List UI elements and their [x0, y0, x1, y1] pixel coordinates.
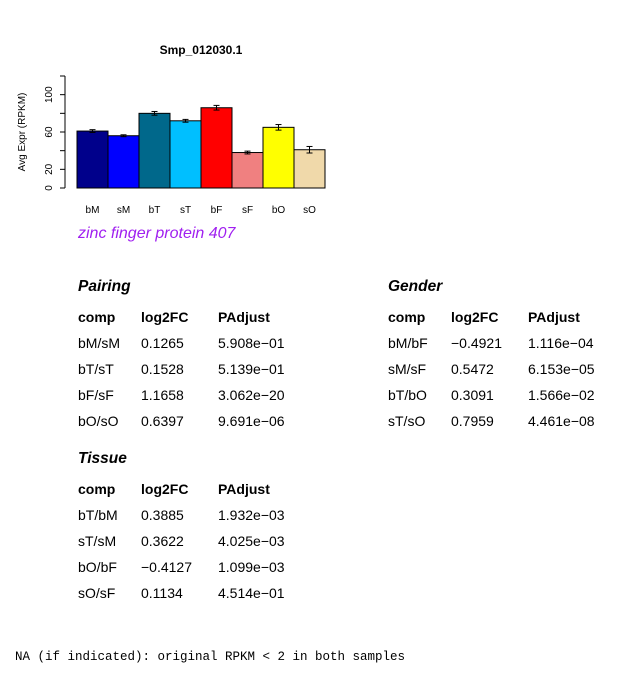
table-row: bO/sO 0.6397 9.691e−06: [78, 408, 308, 434]
table-cell: bM/bF: [388, 335, 428, 351]
table-row: bT/bO 0.3091 1.566e−02: [388, 382, 618, 408]
bar-chart: Smp_012030.1 Avg Expr (RPKM) 0 20 60 100 bM…: [17, 43, 326, 216]
bar-sM: [107, 135, 140, 189]
bar-bF: [200, 107, 233, 189]
bar-sO: [293, 149, 326, 189]
table-cell: 0.7959: [451, 413, 494, 429]
x-tick-label: bM: [86, 205, 100, 216]
y-tick-label: 60: [44, 126, 55, 138]
bar-sF: [231, 152, 264, 189]
table-row: bF/sF 1.1658 3.062e−20: [78, 382, 308, 408]
bar-sT: [169, 120, 202, 189]
tissue-table: comp log2FC PAdjust bT/bM 0.3885 1.932e−03 sT/…: [78, 476, 308, 606]
column-header: PAdjust: [218, 481, 270, 497]
table-cell: 1.566e−02: [528, 387, 595, 403]
y-tick-label: 0: [44, 185, 55, 191]
x-axis-labels: bM sM bT sT bF sF bO sO: [86, 205, 317, 216]
table-cell: 5.139e−01: [218, 361, 285, 377]
table-row: sT/sM 0.3622 4.025e−03: [78, 528, 308, 554]
x-tick-label: sO: [303, 205, 316, 216]
table-header-row: comp log2FC PAdjust: [78, 476, 308, 502]
column-header: comp: [388, 309, 426, 325]
table-cell: 0.1134: [141, 585, 183, 601]
table-cell: 1.116e−04: [528, 335, 594, 351]
table-cell: bM/sM: [78, 335, 120, 351]
y-axis: 0 20 60 100: [44, 75, 66, 191]
y-axis-label: Avg Expr (RPKM): [17, 93, 28, 172]
pairing-title: Pairing: [78, 278, 131, 295]
bars-group: [76, 104, 326, 189]
column-header: PAdjust: [528, 309, 580, 325]
table-cell: 1.1658: [141, 387, 184, 403]
bar-bT: [138, 112, 171, 189]
table-cell: bO/bF: [78, 559, 117, 575]
table-cell: bT/bM: [78, 507, 118, 523]
pairing-table: comp log2FC PAdjust bM/sM 0.1265 5.908e−01 bT/…: [78, 304, 308, 434]
table-cell: 0.3622: [141, 533, 184, 549]
table-cell: 1.099e−03: [218, 559, 285, 575]
table-row: bM/sM 0.1265 5.908e−01: [78, 330, 308, 356]
y-tick-label: 20: [44, 163, 55, 175]
table-cell: 5.908e−01: [218, 335, 285, 351]
table-cell: bT/sT: [78, 361, 114, 377]
footer-note: NA (if indicated): original RPKM < 2 in …: [15, 650, 406, 664]
x-tick-label: bT: [149, 205, 161, 216]
tissue-title: Tissue: [78, 450, 127, 467]
x-tick-label: sT: [180, 205, 191, 216]
table-row: bT/bM 0.3885 1.932e−03: [78, 502, 308, 528]
table-cell: 0.5472: [451, 361, 494, 377]
table-cell: 0.3885: [141, 507, 184, 523]
table-cell: 4.025e−03: [218, 533, 285, 549]
table-header-row: comp log2FC PAdjust: [78, 304, 308, 330]
gender-title: Gender: [388, 278, 443, 295]
table-cell: 4.514e−01: [218, 585, 285, 601]
table-cell: sO/sF: [78, 585, 116, 601]
table-cell: 3.062e−20: [218, 387, 285, 403]
y-tick-label: 100: [44, 86, 55, 103]
column-header: comp: [78, 481, 116, 497]
x-tick-label: bO: [272, 205, 286, 216]
gender-table: comp log2FC PAdjust bM/bF −0.4921 1.116e−04 sM…: [388, 304, 618, 434]
table-cell: 4.461e−08: [528, 413, 595, 429]
table-cell: 0.1528: [141, 361, 184, 377]
table-cell: sM/sF: [388, 361, 427, 377]
table-row: bT/sT 0.1528 5.139e−01: [78, 356, 308, 382]
bar-bO: [262, 126, 295, 189]
table-cell: 0.3091: [451, 387, 494, 403]
chart-title: Smp_012030.1: [160, 43, 243, 57]
table-cell: sT/sO: [388, 413, 426, 429]
table-cell: 0.1265: [141, 335, 184, 351]
x-tick-label: bF: [211, 205, 223, 216]
table-row: bO/bF −0.4127 1.099e−03: [78, 554, 308, 580]
x-tick-label: sF: [242, 205, 253, 216]
pairing-section: Pairing comp log2FC PAdjust bM/sM 0.1265 5.90…: [78, 278, 308, 434]
table-cell: bF/sF: [78, 387, 114, 403]
table-cell: 0.6397: [141, 413, 184, 429]
table-row: bM/bF −0.4921 1.116e−04: [388, 330, 618, 356]
x-tick-label: sM: [117, 205, 130, 216]
table-cell: bT/bO: [388, 387, 427, 403]
table-row: sO/sF 0.1134 4.514e−01: [78, 580, 308, 606]
table-cell: 1.932e−03: [218, 507, 285, 523]
table-cell: −0.4127: [141, 559, 192, 575]
column-header: comp: [78, 309, 116, 325]
bar-bM: [76, 130, 109, 189]
table-header-row: comp log2FC PAdjust: [388, 304, 618, 330]
tissue-section: Tissue comp log2FC PAdjust bT/bM 0.3885 1.932…: [78, 450, 308, 606]
column-header: log2FC: [141, 309, 189, 325]
table-row: sT/sO 0.7959 4.461e−08: [388, 408, 618, 434]
table-cell: 9.691e−06: [218, 413, 285, 429]
column-header: log2FC: [141, 481, 189, 497]
gene-description: zinc finger protein 407: [78, 225, 236, 242]
table-row: sM/sF 0.5472 6.153e−05: [388, 356, 618, 382]
table-cell: −0.4921: [451, 335, 502, 351]
column-header: log2FC: [451, 309, 499, 325]
table-cell: 6.153e−05: [528, 361, 595, 377]
column-header: PAdjust: [218, 309, 270, 325]
gender-section: Gender comp log2FC PAdjust bM/bF −0.4921 1.11…: [388, 278, 618, 434]
table-cell: sT/sM: [78, 533, 117, 549]
table-cell: bO/sO: [78, 413, 119, 429]
